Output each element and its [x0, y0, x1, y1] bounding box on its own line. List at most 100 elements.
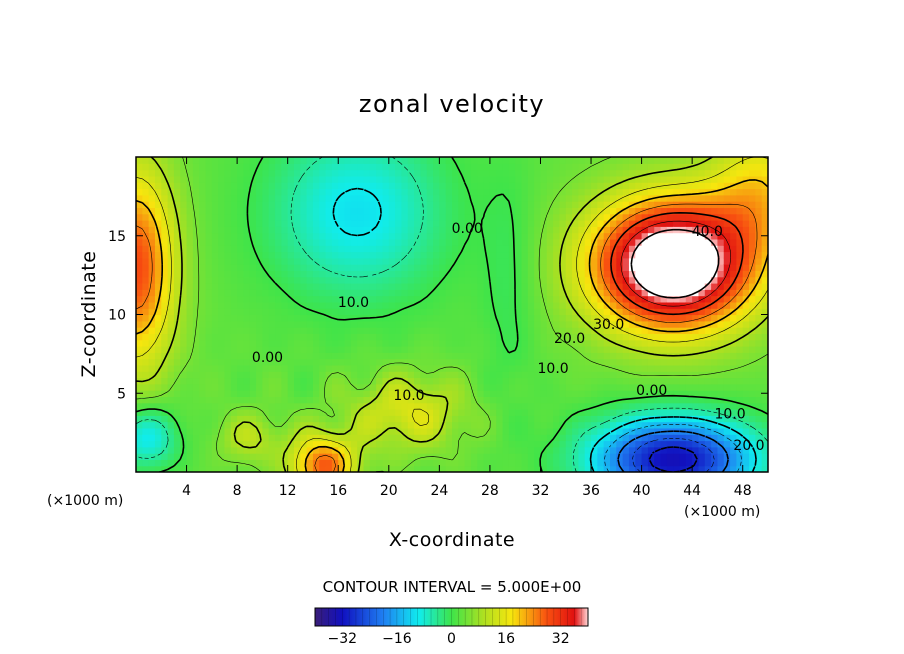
heatmap-cell [249, 207, 257, 215]
heatmap-cell [338, 352, 346, 360]
heatmap-cell [597, 308, 605, 316]
heatmap-cell [704, 327, 712, 334]
heatmap-cell [546, 194, 554, 202]
heatmap-cell [287, 364, 295, 372]
heatmap-cell [445, 301, 453, 309]
heatmap-cell [167, 409, 175, 416]
heatmap-cell [679, 207, 687, 215]
heatmap-cell [395, 446, 403, 454]
heatmap-cell [357, 283, 365, 290]
heatmap-cell [388, 245, 396, 253]
heatmap-cell [565, 182, 573, 190]
heatmap-cell [452, 157, 459, 164]
heatmap-cell [666, 301, 674, 309]
heatmap-cell [635, 427, 643, 435]
heatmap-cell [749, 346, 756, 353]
heatmap-cell [161, 453, 169, 460]
heatmap-cell [584, 175, 592, 183]
heatmap-cell [616, 320, 624, 328]
heatmap-cell [180, 358, 188, 366]
heatmap-cell [660, 377, 668, 385]
heatmap-cell [142, 163, 150, 171]
heatmap-cell [458, 226, 466, 234]
heatmap-cell [584, 396, 592, 404]
heatmap-cell [445, 289, 453, 297]
heatmap-cell [660, 245, 668, 253]
heatmap-cell [489, 238, 497, 246]
heatmap-cell [281, 169, 289, 177]
heatmap-cell [565, 245, 573, 253]
heatmap-cell [717, 276, 725, 284]
heatmap-cell [142, 182, 150, 190]
heatmap-cell [622, 358, 630, 366]
heatmap-cell [199, 264, 207, 271]
heatmap-cell [224, 220, 232, 227]
heatmap-cell [483, 434, 491, 442]
heatmap-cell [628, 364, 636, 372]
heatmap-cell [148, 175, 156, 183]
heatmap-cell [262, 364, 270, 372]
heatmap-cell [249, 427, 257, 435]
heatmap-cell [723, 352, 731, 360]
heatmap-cell [199, 213, 207, 221]
heatmap-cell [224, 283, 232, 290]
heatmap-cell [692, 245, 700, 253]
heatmap-cell [521, 264, 529, 271]
heatmap-cell [262, 390, 270, 397]
heatmap-cell [357, 446, 365, 454]
heatmap-cell [173, 339, 181, 347]
heatmap-cell [673, 169, 681, 177]
heatmap-cell [515, 346, 523, 353]
heatmap-cell [464, 427, 472, 435]
heatmap-cell [496, 371, 504, 379]
heatmap-cell [249, 396, 257, 404]
heatmap-cell [148, 453, 156, 460]
heatmap-cell [508, 409, 516, 416]
heatmap-cell [534, 301, 542, 309]
heatmap-cell [433, 188, 440, 196]
heatmap-cell [578, 358, 586, 366]
heatmap-cell [730, 283, 737, 290]
heatmap-cell [388, 270, 396, 278]
heatmap-cell [679, 257, 687, 265]
heatmap-cell [622, 465, 630, 472]
heatmap-cell [704, 320, 712, 328]
heatmap-cell [306, 289, 314, 297]
heatmap-cell [325, 194, 333, 202]
heatmap-cell [761, 308, 768, 316]
heatmap-cell [711, 175, 719, 183]
heatmap-cell [325, 283, 333, 290]
heatmap-cell [224, 396, 232, 404]
heatmap-cell [167, 213, 175, 221]
heatmap-cell [521, 390, 529, 397]
heatmap-cell [287, 308, 295, 316]
heatmap-cell [173, 232, 181, 240]
heatmap-cell [565, 188, 573, 196]
heatmap-cell [483, 283, 491, 290]
heatmap-cell [464, 245, 472, 253]
heatmap-cell [553, 270, 561, 278]
heatmap-cell [717, 257, 725, 265]
heatmap-cell [628, 446, 636, 454]
heatmap-cell [654, 257, 662, 265]
heatmap-cell [205, 421, 213, 429]
heatmap-cell [186, 371, 194, 379]
heatmap-cell [641, 182, 649, 190]
heatmap-cell [300, 226, 308, 234]
heatmap-cell [344, 415, 352, 423]
heatmap-cell [237, 396, 245, 404]
heatmap-cell [452, 188, 459, 196]
heatmap-cell [294, 175, 301, 183]
heatmap-cell [338, 446, 346, 454]
heatmap-cell [584, 157, 592, 164]
heatmap-cell [154, 157, 162, 164]
heatmap-cell [521, 427, 529, 435]
heatmap-cell [262, 383, 270, 391]
heatmap-cell [136, 238, 143, 246]
heatmap-cell [616, 314, 624, 322]
heatmap-cell [262, 163, 270, 171]
heatmap-cell [161, 201, 169, 208]
heatmap-cell [464, 251, 472, 259]
heatmap-cell [401, 415, 409, 423]
heatmap-cell [268, 358, 276, 366]
